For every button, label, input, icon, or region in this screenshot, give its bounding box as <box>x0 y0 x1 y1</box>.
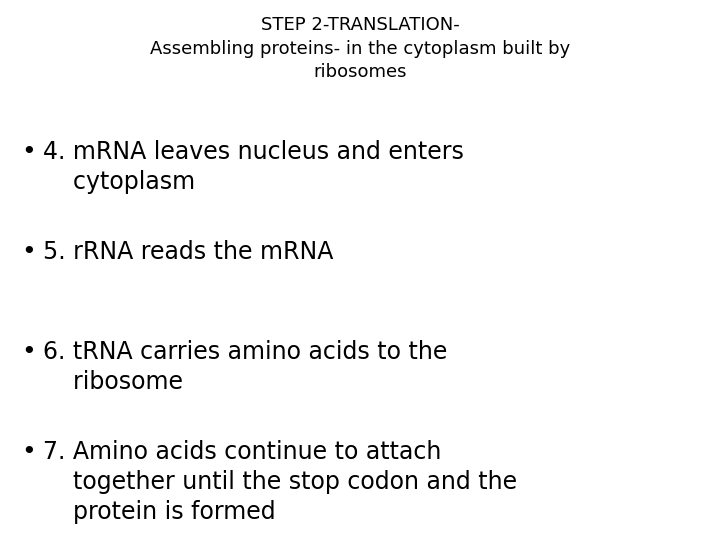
Text: 4. mRNA leaves nucleus and enters
    cytoplasm: 4. mRNA leaves nucleus and enters cytopl… <box>43 140 464 194</box>
Text: •: • <box>22 140 36 164</box>
Text: •: • <box>22 340 36 364</box>
Text: •: • <box>22 240 36 264</box>
Text: •: • <box>22 440 36 464</box>
Text: 7. Amino acids continue to attach
    together until the stop codon and the
    : 7. Amino acids continue to attach togeth… <box>43 440 518 523</box>
Text: 6. tRNA carries amino acids to the
    ribosome: 6. tRNA carries amino acids to the ribos… <box>43 340 448 394</box>
Text: STEP 2-TRANSLATION-
Assembling proteins- in the cytoplasm built by
ribosomes: STEP 2-TRANSLATION- Assembling proteins-… <box>150 16 570 82</box>
Text: 5. rRNA reads the mRNA: 5. rRNA reads the mRNA <box>43 240 333 264</box>
